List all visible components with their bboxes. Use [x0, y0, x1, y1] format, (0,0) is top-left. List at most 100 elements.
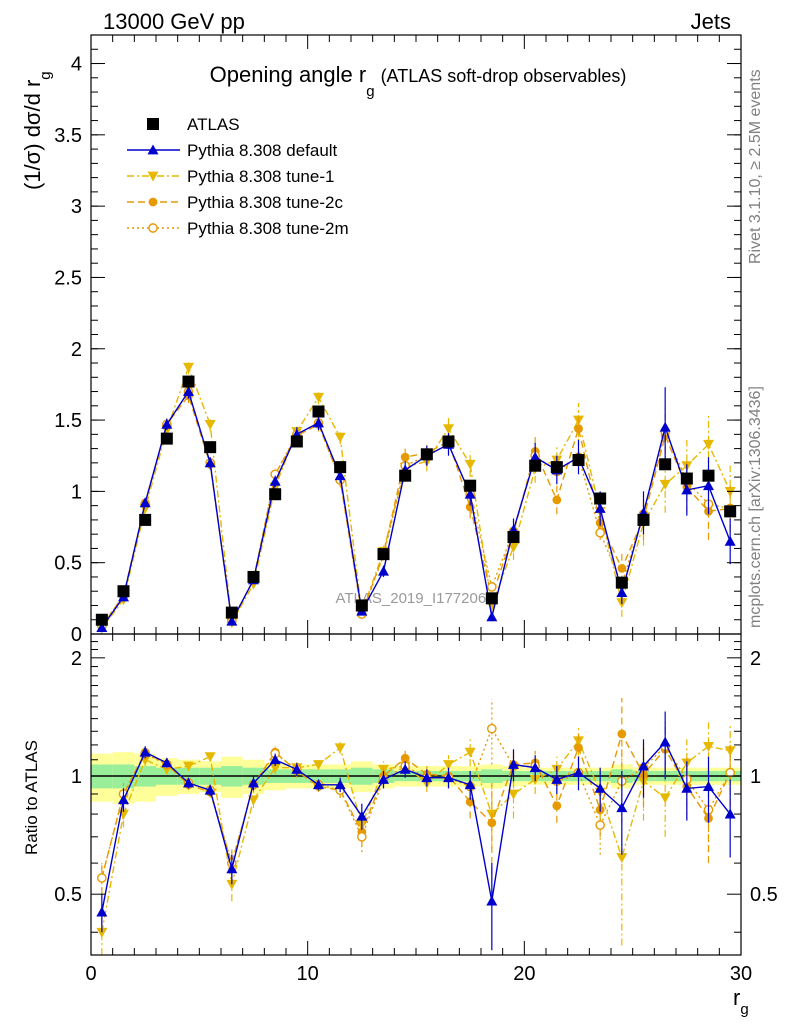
main-point [269, 488, 282, 501]
main-point [334, 432, 346, 443]
main-point [486, 611, 498, 622]
main-y-axis-label-text: (1/σ) dσ/d r [20, 80, 45, 190]
main-point [443, 424, 454, 435]
main-point [507, 531, 520, 544]
ratio-y-tick-label: 0.5 [54, 884, 82, 906]
main-point [703, 480, 714, 491]
ratio-point [703, 741, 714, 752]
ratio-point [334, 743, 346, 754]
ratio-frame [90, 633, 742, 956]
ratio-point [724, 746, 736, 757]
main-point [464, 488, 476, 499]
main-point [529, 451, 541, 462]
ratio-y-tick-label-right: 1 [750, 766, 761, 788]
main-point [247, 570, 260, 583]
main-title-sub: g [366, 83, 374, 100]
main-point [161, 418, 173, 429]
main-y-tick-label: 0.5 [54, 553, 82, 575]
ratio-point [681, 782, 693, 793]
main-point [464, 479, 477, 492]
main-point [313, 417, 324, 428]
main-point [702, 469, 715, 482]
ratio-panel: 0.5 0.51 12 20 10 20 30 Ratio to ATLAS rg [22, 633, 778, 1018]
ratio-point [724, 808, 736, 819]
x-axis-label: rg [733, 985, 749, 1018]
legend-marker [147, 118, 159, 130]
ratio-point [96, 906, 108, 917]
x-axis-label-text: r [733, 985, 740, 1010]
ratio-point [356, 810, 368, 821]
main-title: Opening angle rg (ATLAS soft-drop observa… [210, 62, 627, 100]
ratio-point [616, 802, 628, 813]
ratio-point [616, 853, 628, 864]
main-y-axis-label-sub: g [37, 71, 54, 79]
main-y-tick-label: 4 [71, 54, 82, 76]
ratio-point [573, 736, 584, 747]
main-y-tick-label: 1 [71, 481, 82, 503]
main-point [659, 421, 671, 432]
ratio-point [269, 754, 281, 765]
x-axis-label-sub: g [740, 1001, 748, 1018]
x-tick-label: 20 [513, 963, 535, 985]
ratio-point [96, 927, 108, 938]
ratio-point [161, 757, 173, 768]
main-point [552, 495, 562, 505]
ratio-point [551, 773, 563, 784]
ratio-point [334, 779, 346, 790]
legend-item-pythia-8-308-default: Pythia 8.308 default [127, 141, 338, 160]
ratio-point [574, 743, 583, 753]
legend-label: Pythia 8.308 default [187, 141, 338, 160]
ratio-point [226, 879, 238, 890]
main-series-line [101, 365, 731, 629]
main-point [724, 505, 737, 518]
ratio-series-pythia-8-308-default [96, 711, 736, 951]
main-point [617, 563, 627, 573]
ratio-point [183, 761, 194, 772]
ratio-point [248, 795, 259, 806]
main-point [680, 472, 693, 485]
ratio-y-tick-label-right: 2 [750, 648, 761, 670]
ratio-point [291, 763, 303, 774]
main-point [529, 459, 542, 472]
main-data-layer [95, 360, 737, 634]
legend-label: ATLAS [187, 115, 240, 134]
legend-label: Pythia 8.308 tune-2m [187, 219, 349, 238]
main-point [225, 606, 238, 619]
legend-item-pythia-8-308-tune-2m: Pythia 8.308 tune-2m [127, 219, 349, 238]
main-point [312, 405, 325, 418]
main-point [355, 599, 368, 612]
ratio-point [226, 863, 238, 874]
main-point [637, 513, 650, 526]
main-point [659, 479, 671, 490]
main-title-extra: (ATLAS soft-drop observables) [381, 66, 627, 86]
main-point [399, 469, 412, 482]
ratio-point [487, 818, 497, 828]
ratio-point [573, 767, 584, 778]
main-y-tick-label: 0 [71, 624, 82, 646]
main-point [420, 448, 433, 461]
legend-item-atlas: ATLAS [147, 115, 240, 134]
main-point [681, 484, 693, 495]
main-point [377, 548, 390, 561]
main-point [96, 622, 108, 632]
ratio-point [508, 758, 519, 769]
main-point [160, 432, 173, 445]
main-series-atlas [95, 375, 737, 626]
legend-marker [147, 144, 159, 155]
main-y-tick-label: 2 [71, 339, 82, 361]
ratio-point [204, 784, 216, 795]
main-point [117, 585, 130, 598]
main-point [595, 527, 605, 538]
main-panel: ATLAS_2019_I1772062 0 0.5 1 1.5 2 2.5 3 3.5 4 Op… [20, 34, 742, 646]
main-point [182, 375, 195, 388]
main-point [313, 392, 324, 403]
ratio-y-tick-label-right: 0.5 [750, 884, 778, 906]
ratio-point [204, 752, 216, 763]
ratio-point [269, 763, 281, 774]
rivet-info-label: Rivet 3.1.10, ≥ 2.5M events [747, 69, 764, 264]
main-point [703, 439, 714, 450]
legend-item-pythia-8-308-tune-2c: Pythia 8.308 tune-2c [127, 193, 343, 212]
main-y-tick-label: 3.5 [54, 125, 82, 147]
main-point [139, 497, 151, 508]
